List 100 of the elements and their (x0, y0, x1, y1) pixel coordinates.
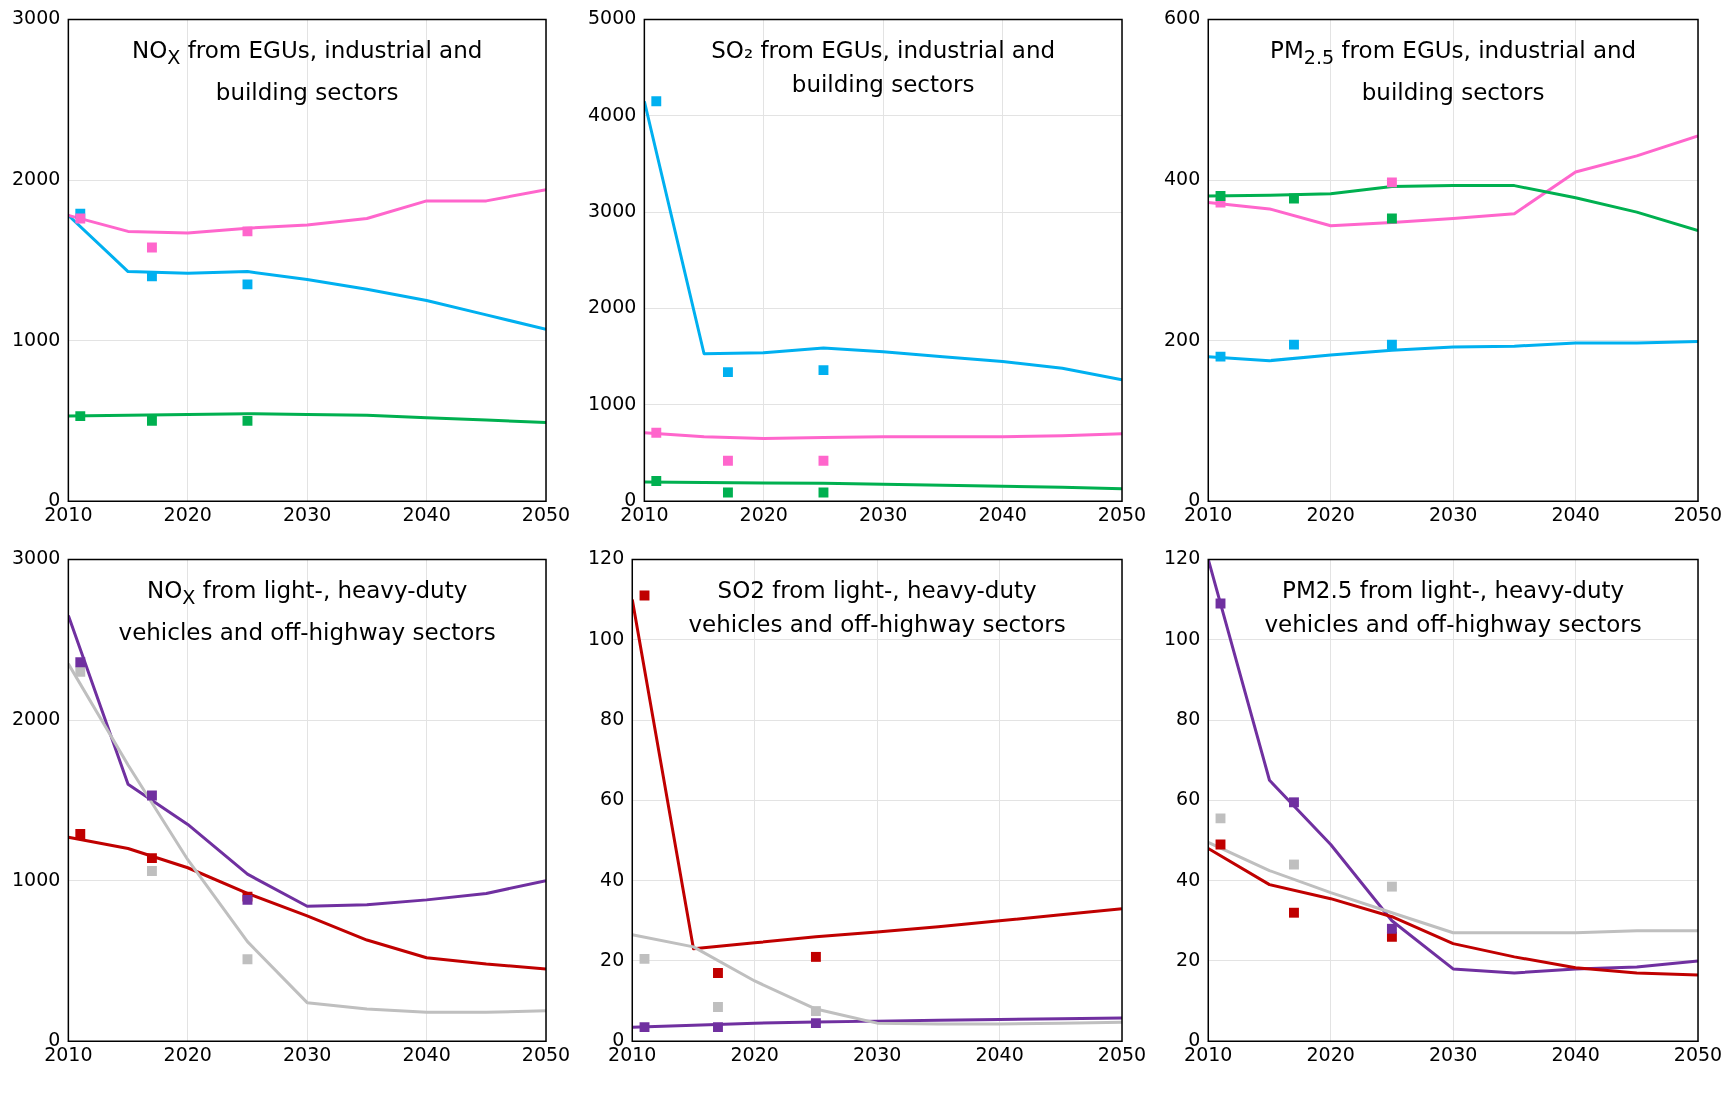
y-tick-label: 1000 (587, 391, 637, 414)
text: PM2.5 from light-, heavy-duty vehicles and off-highway sectors (1263, 576, 1643, 640)
point (1289, 193, 1299, 204)
y-tick-label: 3000 (11, 6, 61, 29)
point (651, 96, 662, 107)
y-tick-label: 100 (1164, 626, 1201, 649)
x-tick-label: 2040 (402, 1042, 451, 1065)
y-tick-label: 120 (588, 546, 625, 569)
x-tick-label: 2040 (978, 502, 1027, 525)
point (1289, 797, 1299, 808)
y-tick-label: 80 (600, 706, 625, 729)
y-tick-label: 20 (1176, 947, 1201, 970)
point (1215, 598, 1226, 609)
y-tick-label: 2000 (587, 295, 637, 318)
point (1215, 813, 1226, 824)
point (639, 1022, 650, 1033)
point (722, 455, 733, 466)
x-tick-label: 2050 (521, 1042, 571, 1065)
point (1289, 907, 1299, 918)
x-tick-label: 2030 (859, 502, 908, 525)
point (810, 1018, 821, 1029)
x-tick-label: 2050 (1673, 1042, 1723, 1065)
point (810, 951, 821, 962)
point (242, 226, 253, 237)
point (1215, 351, 1226, 362)
point (1386, 177, 1397, 188)
x-tick-label: 2020 (163, 502, 212, 525)
point (651, 476, 662, 486)
y-tick-label: 3000 (587, 199, 637, 222)
point (1289, 339, 1299, 350)
y-tick-label: 2000 (11, 166, 61, 189)
y-tick-label: 120 (1164, 546, 1201, 569)
text: NO$_{X}$ from light-, heavy-duty vehicles and off-highway sectors (117, 576, 497, 647)
point (713, 968, 723, 978)
x-tick-label: 2050 (1673, 502, 1723, 525)
x-tick-label: 2030 (1428, 1042, 1478, 1065)
y-tick-label: 60 (1176, 787, 1201, 810)
point (75, 411, 86, 422)
text: SO₂ from EGUs, industrial and building sectors (710, 36, 1057, 100)
point (75, 213, 86, 224)
point (242, 279, 253, 290)
point (146, 242, 157, 253)
y-tick-label: 2000 (11, 706, 61, 729)
y-tick-label: 80 (1176, 706, 1201, 729)
x-tick-label: 2040 (1551, 502, 1600, 525)
y-tick-label: 40 (600, 867, 625, 890)
text: PM$_{2.5}$ from EGUs, industrial and building sectors (1269, 36, 1638, 107)
x-tick-label: 2020 (163, 1042, 212, 1065)
point (1386, 881, 1397, 892)
point (146, 415, 157, 426)
point (722, 367, 733, 378)
point (1386, 923, 1397, 934)
point (1289, 859, 1299, 870)
x-tick-label: 2030 (852, 1042, 902, 1065)
point (639, 953, 650, 964)
x-tick-label: 2040 (402, 502, 451, 525)
x-tick-label: 2040 (975, 1042, 1024, 1065)
x-tick-label: 2020 (1306, 1042, 1355, 1065)
point (713, 1022, 723, 1033)
text: SO2 from light-, heavy-duty vehicles and off-highway sectors (687, 576, 1067, 640)
point (75, 657, 86, 668)
point (242, 415, 253, 426)
point (242, 954, 253, 965)
point (818, 455, 829, 466)
y-tick-label: 1000 (11, 867, 61, 890)
point (146, 790, 157, 801)
x-tick-label: 2040 (1551, 1042, 1600, 1065)
point (810, 1006, 821, 1017)
y-tick-label: 600 (1164, 6, 1201, 29)
y-tick-label: 4000 (587, 102, 637, 125)
y-tick-label: 3000 (11, 546, 61, 569)
x-tick-label: 2020 (739, 502, 788, 525)
x-tick-label: 2050 (521, 502, 571, 525)
y-tick-label: 400 (1164, 166, 1201, 189)
x-tick-label: 2030 (283, 502, 332, 525)
point (722, 487, 733, 498)
point (146, 866, 157, 876)
y-tick-label: 100 (588, 626, 625, 649)
point (818, 365, 829, 376)
point (1215, 191, 1226, 202)
x-tick-label: 2050 (1097, 1042, 1147, 1065)
point (1386, 339, 1397, 350)
x-tick-label: 2020 (1306, 502, 1355, 525)
x-tick-label: 2020 (730, 1042, 779, 1065)
x-tick-label: 2050 (1097, 502, 1147, 525)
text: NO$_{X}$ from EGUs, industrial and building sectors (130, 36, 484, 107)
x-tick-label: 2030 (1428, 502, 1478, 525)
y-tick-label: 60 (600, 787, 625, 810)
x-tick-label: 2030 (283, 1042, 332, 1065)
point (1386, 213, 1397, 224)
y-tick-label: 20 (600, 947, 625, 970)
point (713, 1002, 723, 1013)
y-tick-label: 1000 (11, 327, 61, 350)
point (651, 427, 662, 438)
y-tick-label: 5000 (587, 6, 637, 29)
y-tick-label: 40 (1176, 867, 1201, 890)
point (75, 829, 86, 839)
point (75, 666, 86, 677)
point (146, 853, 157, 864)
y-tick-label: 200 (1164, 327, 1201, 350)
